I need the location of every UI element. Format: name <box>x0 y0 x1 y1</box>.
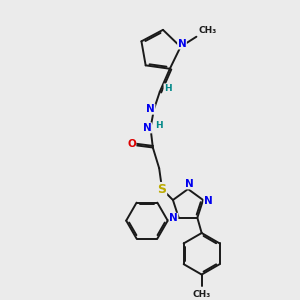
Text: N: N <box>204 196 213 206</box>
Text: O: O <box>127 139 136 149</box>
Text: N: N <box>146 104 155 114</box>
Text: H: H <box>155 121 162 130</box>
Text: CH₃: CH₃ <box>198 26 217 35</box>
Text: S: S <box>158 182 166 196</box>
Text: N: N <box>178 39 186 49</box>
Text: N: N <box>143 123 152 133</box>
Text: CH₃: CH₃ <box>193 290 211 298</box>
Text: N: N <box>185 179 194 189</box>
Text: N: N <box>169 213 178 223</box>
Text: H: H <box>164 84 172 93</box>
